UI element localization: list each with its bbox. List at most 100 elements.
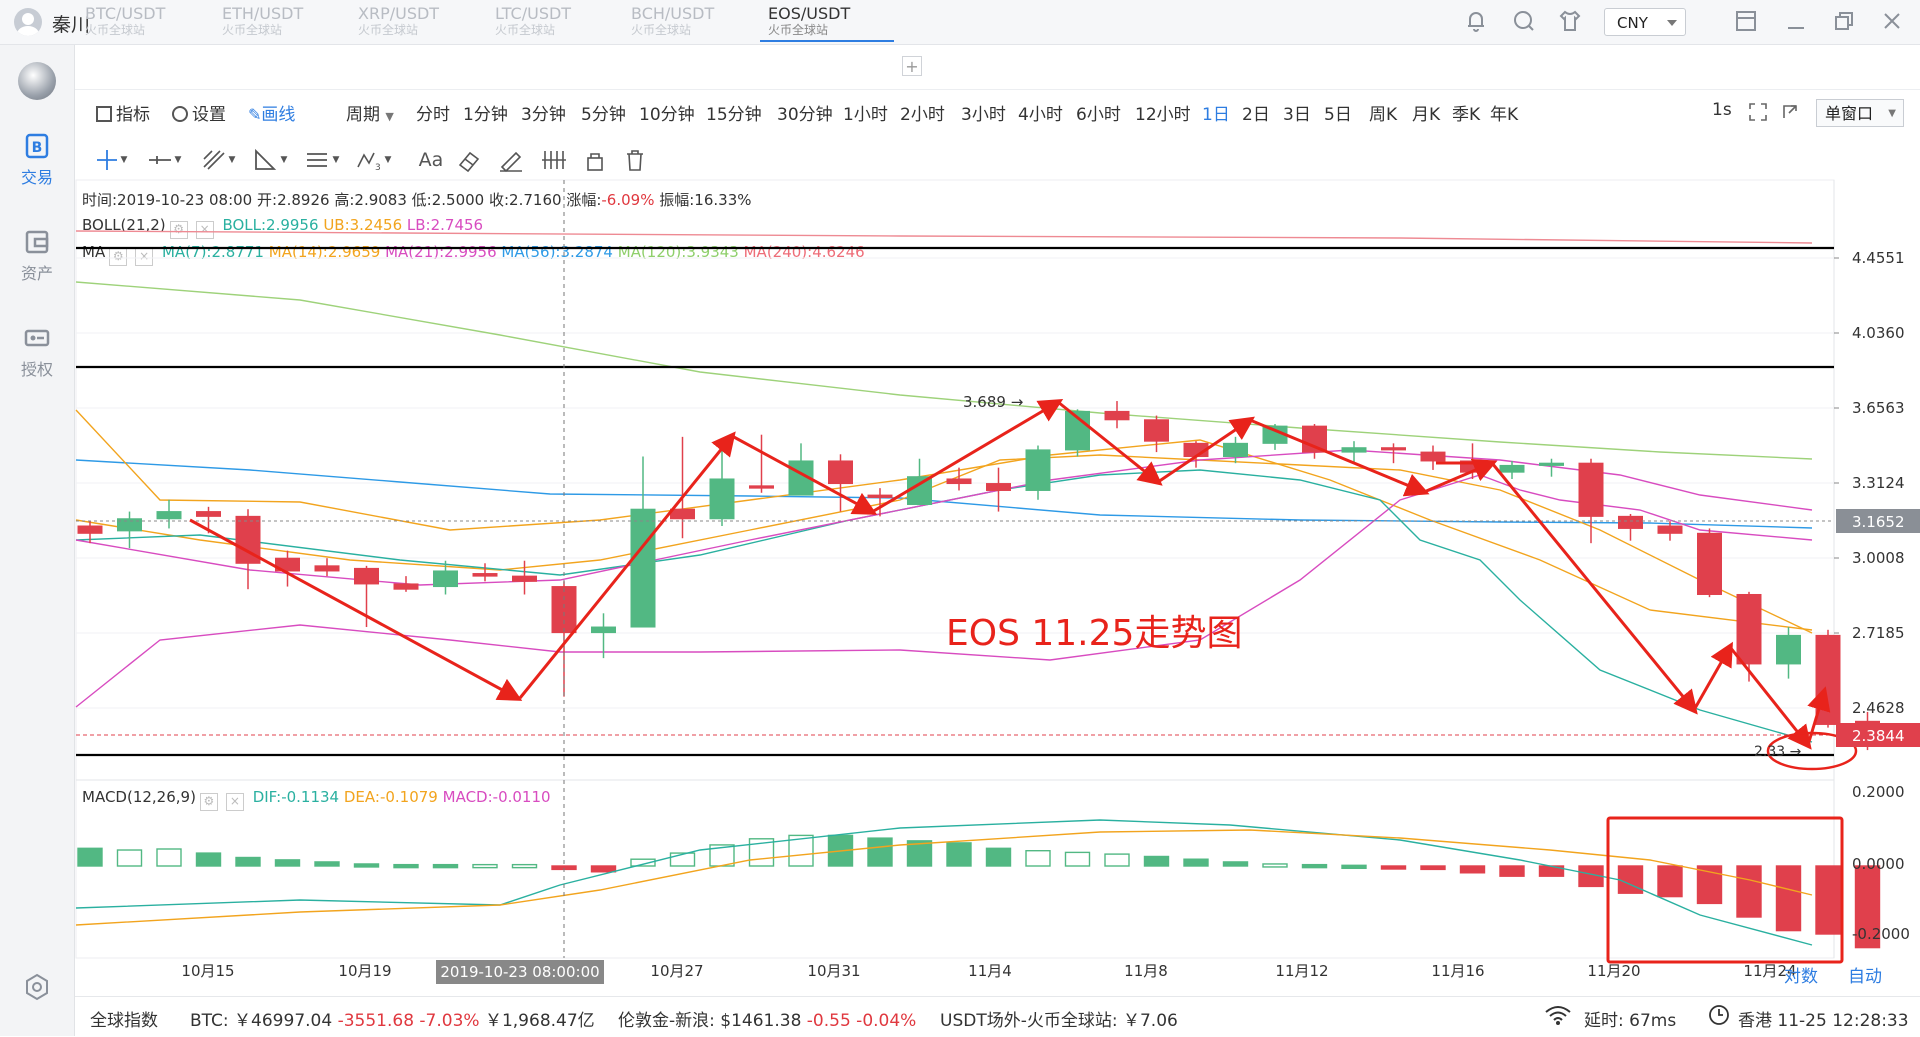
period-5[interactable]: 15分钟 [706, 105, 762, 125]
refresh-interval[interactable]: 1s [1712, 100, 1732, 120]
candle-body [749, 485, 774, 489]
sidebar-item-trade[interactable]: B 交易 [0, 132, 74, 188]
bell-icon[interactable] [1462, 8, 1490, 36]
gear-icon [172, 106, 188, 122]
sidebar-item-assets[interactable]: 资产 [0, 228, 74, 284]
parallel-lines-tool-icon[interactable] [302, 145, 332, 175]
period-15[interactable]: 3日 [1283, 105, 1311, 125]
log-scale-link[interactable]: 对数 [1784, 967, 1818, 987]
period-3[interactable]: 5分钟 [581, 105, 626, 125]
candle-body [1539, 462, 1564, 466]
period-19[interactable]: 季K [1452, 105, 1481, 125]
expand-icon[interactable] [1780, 102, 1800, 122]
gold-ticker: 伦敦金-新浪: $1461.38 -0.55 -0.04% [618, 1011, 917, 1031]
fullscreen-icon[interactable] [1748, 102, 1768, 122]
shirt-icon[interactable] [1556, 8, 1584, 36]
macd-bar [314, 861, 340, 867]
search-icon[interactable] [1510, 8, 1538, 36]
macd-bar [1025, 850, 1051, 867]
settings-button[interactable]: 设置 [172, 100, 226, 125]
period-1[interactable]: 1分钟 [463, 105, 508, 125]
period-0[interactable]: 分时 [416, 105, 450, 125]
period-16[interactable]: 5日 [1324, 105, 1352, 125]
candle-body [196, 511, 221, 517]
macd-bar [1617, 865, 1644, 894]
crosshair-date-box [436, 960, 604, 984]
brush-tool-icon[interactable] [496, 145, 526, 175]
price-tick: 4.4551 [1852, 249, 1905, 267]
indicator-button[interactable]: 指标 [96, 100, 150, 125]
settings-icon[interactable] [22, 972, 52, 1002]
tab-eos-usdt[interactable]: EOS/USDT 火币全球站 [760, 4, 894, 42]
wave-tool-icon[interactable]: 3 [354, 145, 384, 175]
tab-eth-usdt[interactable]: ETH/USDT 火币全球站 [222, 4, 304, 37]
global-index-label[interactable]: 全球指数 [90, 1011, 158, 1031]
lock-icon[interactable] [580, 145, 610, 175]
candle-body [472, 573, 498, 577]
chevron-down-icon[interactable]: ▼ [384, 155, 392, 165]
minimize-icon[interactable] [1782, 8, 1810, 36]
period-18[interactable]: 月K [1412, 105, 1441, 125]
gear-icon[interactable]: ⚙ [199, 793, 218, 811]
chevron-down-icon[interactable]: ▼ [228, 155, 236, 165]
crosshair-tool-icon[interactable] [92, 145, 122, 175]
tab-btc-usdt[interactable]: BTC/USDT 火币全球站 [85, 4, 166, 37]
period-14[interactable]: 2日 [1242, 105, 1270, 125]
current-price-tag: 2.3844 [1852, 727, 1905, 745]
chevron-down-icon[interactable]: ▼ [174, 155, 182, 165]
sidebar-item-auth[interactable]: 授权 [0, 324, 74, 380]
period-4[interactable]: 10分钟 [639, 105, 695, 125]
chevron-down-icon[interactable]: ▼ [332, 155, 340, 165]
macd-bar [353, 863, 380, 868]
tab-bch-usdt[interactable]: BCH/USDT 火币全球站 [631, 4, 715, 37]
close-icon[interactable]: × [195, 221, 214, 239]
period-12[interactable]: 12小时 [1135, 105, 1191, 125]
tab-ltc-usdt[interactable]: LTC/USDT 火币全球站 [495, 4, 572, 37]
candle-body [1776, 634, 1801, 665]
chart-icon [96, 106, 112, 122]
horizontal-line-tool-icon[interactable] [145, 145, 175, 175]
trend-line-tool-icon[interactable] [198, 145, 228, 175]
text-tool-icon[interactable]: Aa [418, 149, 444, 171]
add-tab-button[interactable]: + [902, 56, 922, 76]
draw-button[interactable]: ✎画线 [248, 105, 296, 125]
period-20[interactable]: 年K [1490, 105, 1519, 125]
candle-body [551, 586, 577, 634]
candle-body [1657, 525, 1683, 534]
period-7[interactable]: 1小时 [843, 105, 888, 125]
period-6[interactable]: 30分钟 [777, 105, 833, 125]
tab-xrp-usdt[interactable]: XRP/USDT 火币全球站 [358, 4, 440, 37]
chevron-down-icon [1667, 20, 1677, 26]
title-bar: 秦川 CNY [0, 0, 1920, 45]
angle-tool-icon[interactable] [250, 145, 280, 175]
chevron-down-icon[interactable]: ▼ [280, 155, 288, 165]
trash-icon[interactable] [620, 145, 650, 175]
chevron-down-icon[interactable]: ▼ [120, 155, 128, 165]
period-2[interactable]: 3分钟 [521, 105, 566, 125]
auto-scale-link[interactable]: 自动 [1848, 967, 1882, 987]
window-mode-select[interactable]: 单窗口 ▼ [1816, 99, 1904, 127]
period-13[interactable]: 1日 [1202, 105, 1230, 125]
restore-icon[interactable] [1830, 8, 1858, 36]
currency-select[interactable]: CNY [1604, 8, 1686, 36]
candle-body [670, 508, 695, 520]
close-icon[interactable] [1878, 8, 1906, 36]
period-8[interactable]: 2小时 [900, 105, 945, 125]
key-icon [22, 324, 52, 352]
eraser-tool-icon[interactable] [454, 145, 484, 175]
close-icon[interactable]: × [225, 793, 244, 811]
gear-icon[interactable]: ⚙ [169, 221, 188, 239]
x-tick: 11月12 [1275, 962, 1328, 980]
trend-arrow [1728, 646, 1812, 750]
period-11[interactable]: 6小时 [1076, 105, 1121, 125]
period-dropdown[interactable]: 周期 ▼ [346, 105, 394, 125]
period-10[interactable]: 4小时 [1018, 105, 1063, 125]
trend-arrow [1057, 400, 1163, 486]
sidebar-item-label: 授权 [20, 360, 53, 379]
period-17[interactable]: 周K [1369, 105, 1398, 125]
avatar[interactable] [14, 8, 42, 36]
bars-tool-icon[interactable] [538, 145, 568, 175]
period-9[interactable]: 3小时 [961, 105, 1006, 125]
split-window-icon[interactable] [1732, 8, 1760, 36]
